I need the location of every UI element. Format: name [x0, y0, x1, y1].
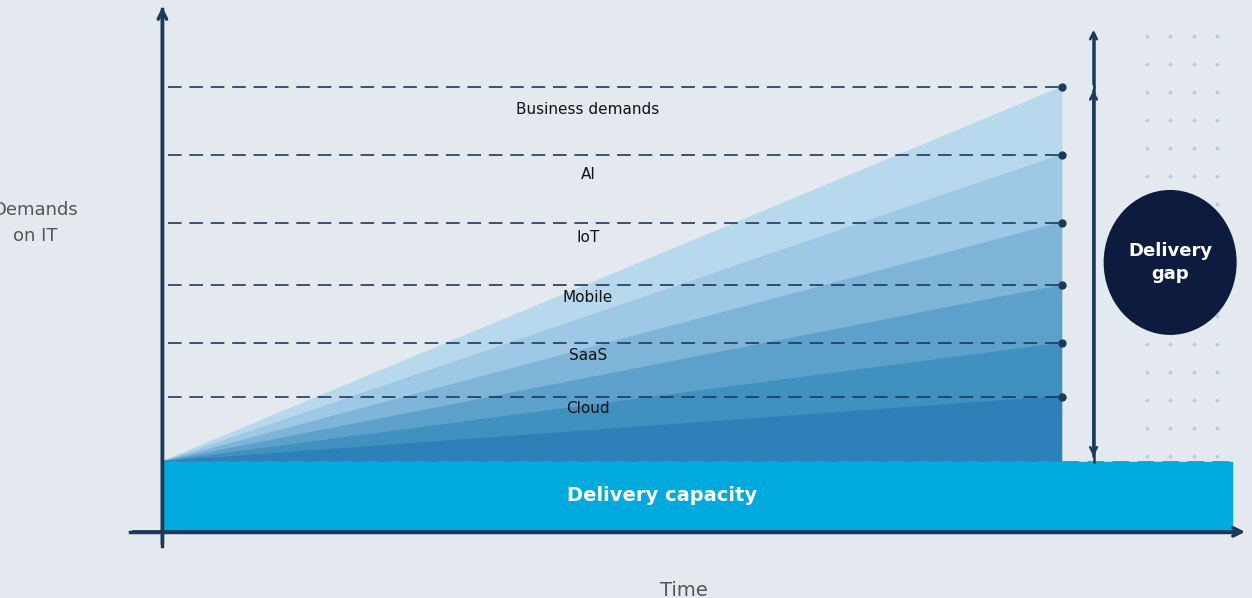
Text: Mobile: Mobile: [563, 290, 613, 305]
Text: AI: AI: [581, 167, 596, 182]
Text: Cloud: Cloud: [566, 401, 610, 416]
Polygon shape: [163, 396, 1062, 462]
Ellipse shape: [1104, 190, 1237, 335]
Text: Delivery
gap: Delivery gap: [1128, 242, 1212, 283]
Text: Time: Time: [660, 581, 707, 598]
Text: Business demands: Business demands: [516, 102, 660, 117]
Polygon shape: [163, 87, 1062, 462]
Text: IoT: IoT: [576, 230, 600, 245]
Polygon shape: [163, 222, 1062, 462]
Text: Demands
on IT: Demands on IT: [0, 201, 78, 245]
Polygon shape: [163, 285, 1062, 462]
Polygon shape: [163, 343, 1062, 462]
Text: SaaS: SaaS: [568, 348, 607, 363]
Polygon shape: [163, 155, 1062, 462]
Text: Delivery capacity: Delivery capacity: [567, 486, 757, 505]
